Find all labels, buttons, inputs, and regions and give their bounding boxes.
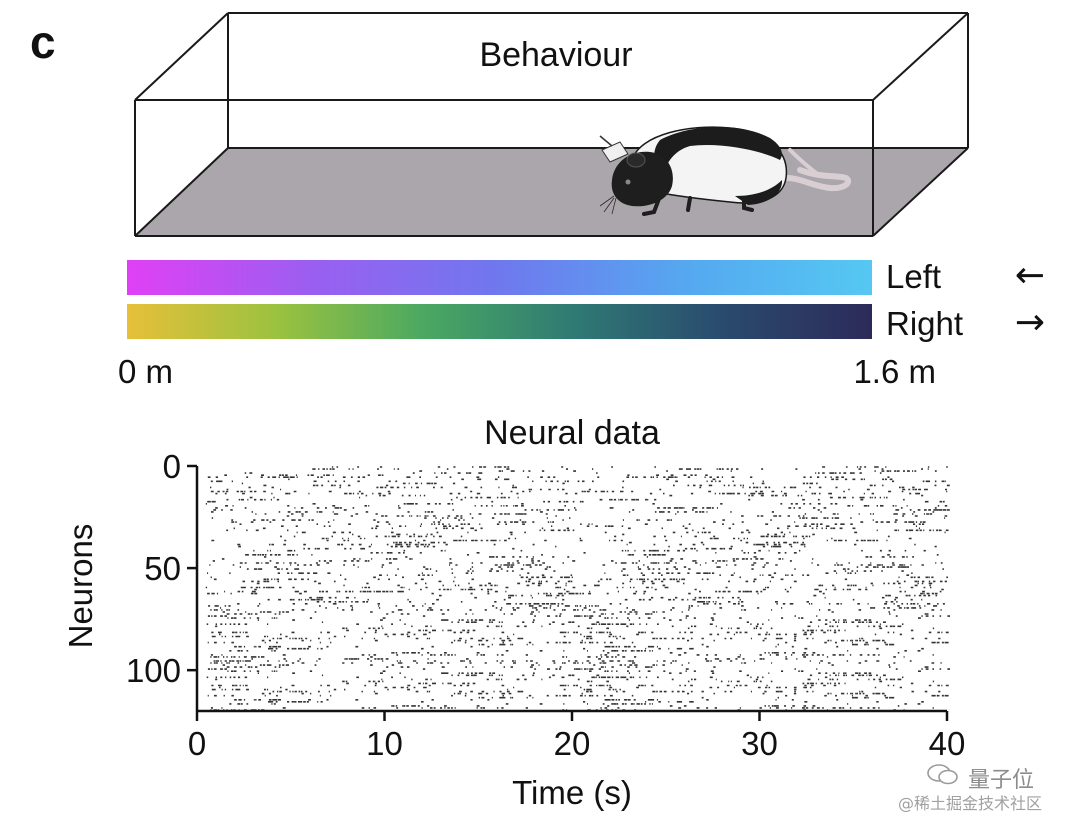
right-arrow-icon: → xyxy=(1015,302,1045,343)
neural-title: Neural data xyxy=(484,414,660,452)
left-arrow-icon: ← xyxy=(1015,255,1045,296)
y-tick-label: 0 xyxy=(163,448,181,485)
right-direction-label: Right xyxy=(886,305,963,342)
x-tick-label: 20 xyxy=(554,725,591,762)
box-floor xyxy=(135,148,968,236)
spike-marks xyxy=(205,466,950,711)
x-tick-label: 0 xyxy=(188,725,206,762)
x-axis-ticks: 0 10 20 30 40 xyxy=(188,711,966,762)
distance-end-label: 1.6 m xyxy=(853,353,936,390)
y-axis-label: Neurons xyxy=(62,524,99,649)
x-axis-label: Time (s) xyxy=(512,774,632,811)
left-colorbar xyxy=(127,260,872,295)
left-direction-label: Left xyxy=(886,258,941,295)
y-axis-ticks: 0 50 100 xyxy=(126,448,197,689)
distance-start-label: 0 m xyxy=(118,353,173,390)
panel-label: c xyxy=(30,16,56,68)
watermark-credit: @稀土掘金技术社区 xyxy=(898,794,1043,813)
x-tick-label: 10 xyxy=(366,725,403,762)
watermark-brand: 量子位 xyxy=(968,768,1035,793)
behaviour-title: Behaviour xyxy=(479,36,632,74)
spike-raster xyxy=(205,466,950,711)
y-tick-label: 50 xyxy=(144,550,181,587)
behaviour-box: Behaviour xyxy=(134,12,969,237)
x-tick-label: 30 xyxy=(741,725,778,762)
y-tick-label: 100 xyxy=(126,652,181,689)
right-colorbar xyxy=(127,304,872,339)
raster-plot: 0 50 100 0 10 20 30 40 xyxy=(126,448,965,762)
x-tick-label: 40 xyxy=(929,725,966,762)
mouse-illustration xyxy=(599,126,852,216)
wechat-logo-icon xyxy=(927,764,958,785)
